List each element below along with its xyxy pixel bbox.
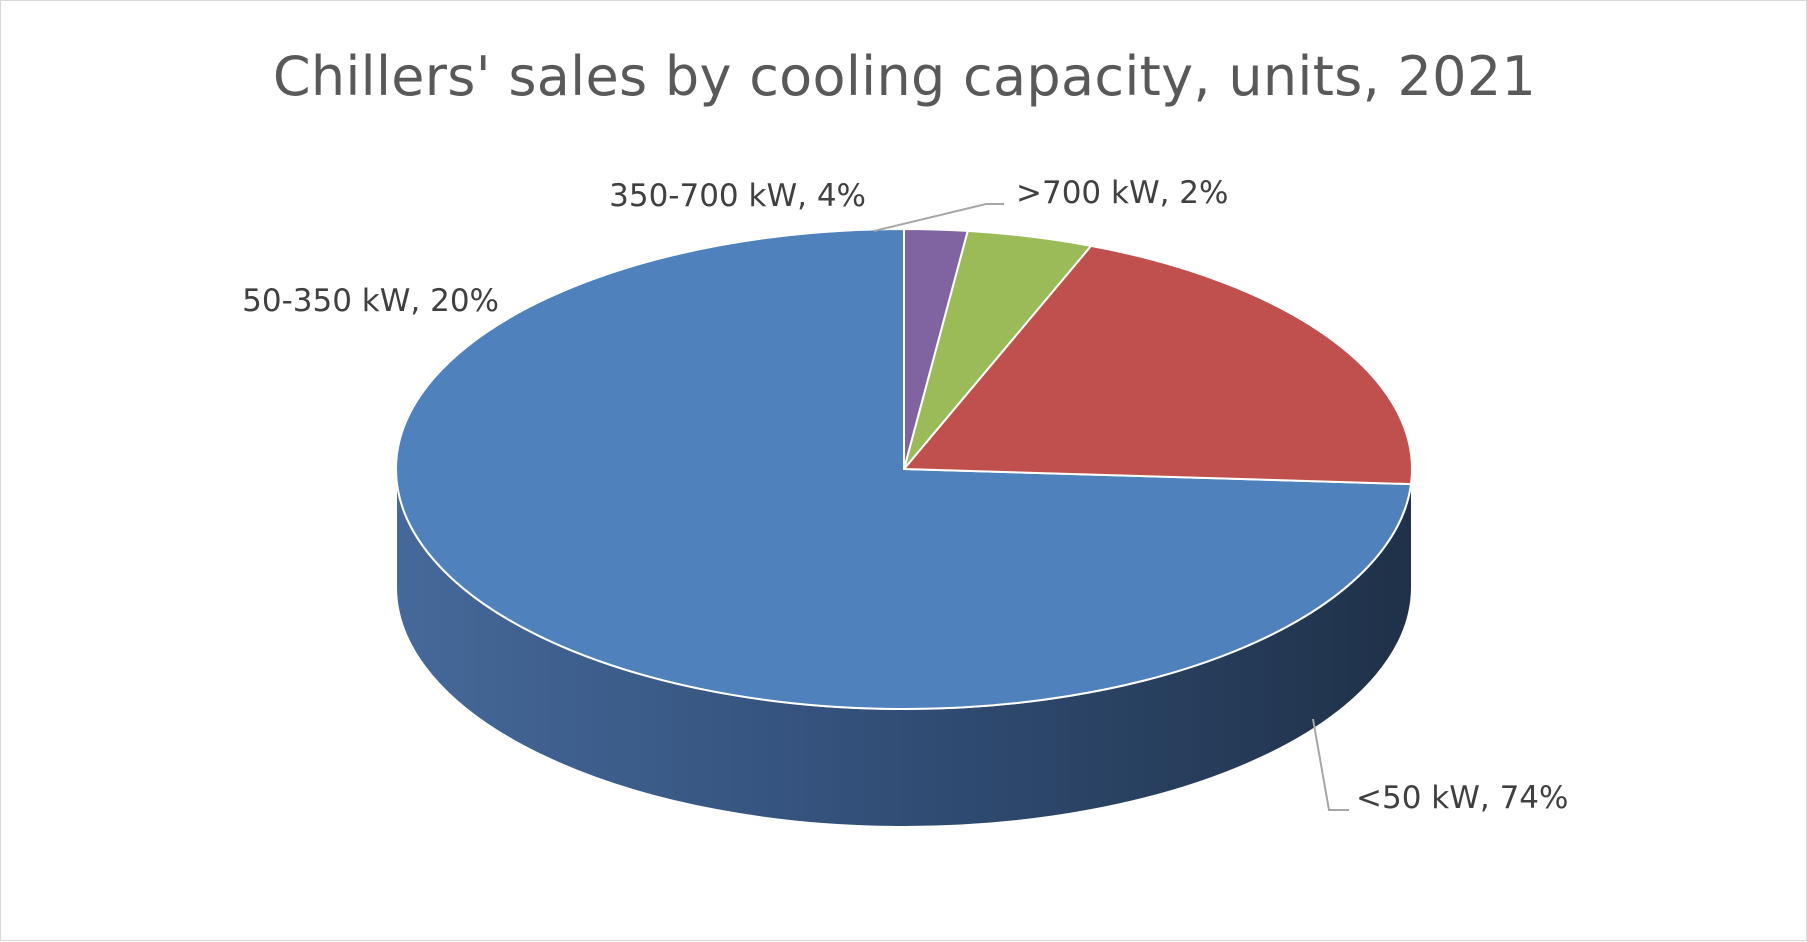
leader-line-3: [873, 203, 1004, 232]
data-label-3: >700 kW, 2%: [1016, 175, 1229, 211]
data-labels: <50 kW, 74% 50-350 kW, 20% 350-700 kW, 4% >…: [242, 175, 1568, 816]
leader-lines: [873, 203, 1349, 811]
data-label-2: 350-700 kW, 4%: [609, 178, 866, 214]
data-label-0: <50 kW, 74%: [1356, 780, 1569, 816]
pie-slice-3: [903, 228, 969, 470]
chart-title: Chillers' sales by cooling capacity, uni…: [272, 45, 1537, 108]
leader-line-0: [1312, 718, 1349, 811]
data-label-1: 50-350 kW, 20%: [242, 283, 499, 319]
pie-slice-1: [903, 244, 1413, 486]
pie-top: [395, 228, 1413, 710]
